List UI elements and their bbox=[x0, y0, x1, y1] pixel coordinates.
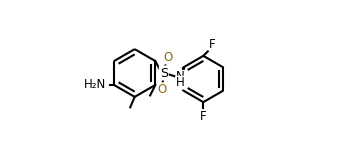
Text: H: H bbox=[176, 76, 184, 89]
Text: S: S bbox=[160, 67, 168, 79]
Text: O: O bbox=[164, 51, 173, 64]
Text: H₂N: H₂N bbox=[84, 78, 106, 92]
Text: F: F bbox=[209, 38, 215, 51]
Text: N: N bbox=[176, 70, 184, 83]
Text: F: F bbox=[200, 110, 207, 123]
Text: O: O bbox=[158, 83, 167, 96]
